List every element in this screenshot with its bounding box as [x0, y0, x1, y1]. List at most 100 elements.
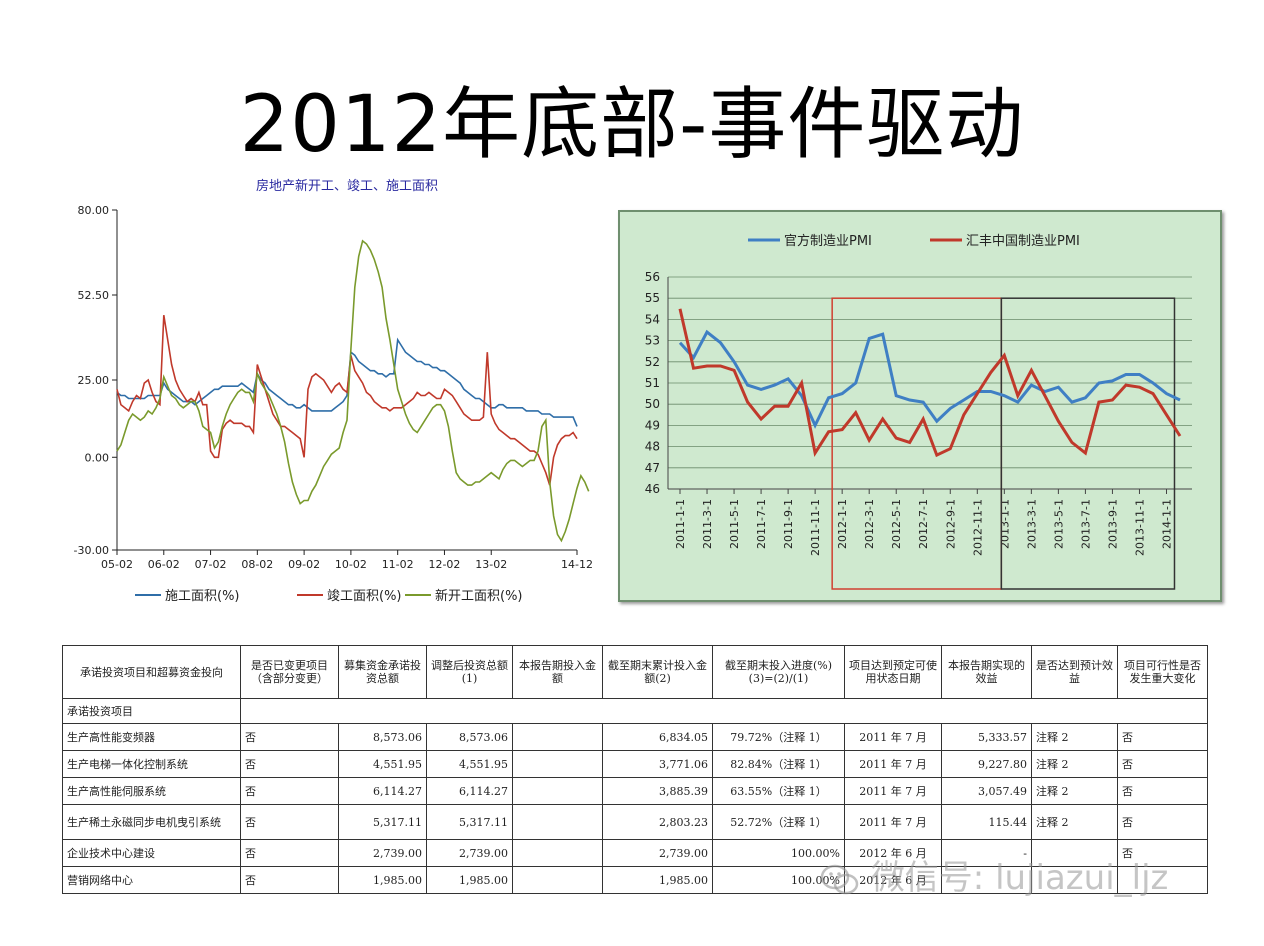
table-header-cell: 项目可行性是否发生重大变化 [1117, 645, 1208, 699]
table-row: 营销网络中心否 1,985.00 1,985.00 1,985.00 100.00% 20… [62, 866, 1208, 894]
table-header-cell: 本报告期投入金额 [512, 645, 603, 699]
table-header-cell: 调整后投资总额(1) [426, 645, 513, 699]
table-cell: 5,317.11 [338, 804, 427, 840]
chart2-series-line-1 [678, 308, 1182, 458]
chart2-x-tick-label: 2012-3-1 [863, 499, 876, 549]
table-cell: 营销网络中心 [62, 866, 241, 894]
table-cell: 3,885.39 [602, 777, 713, 805]
table-cell: 115.44 [941, 804, 1032, 840]
chart1-x-tick-label: 06-02 [148, 558, 180, 571]
table-cell: 2,739.00 [426, 839, 513, 867]
chart1-legend-label-0: 施工面积(%) [165, 589, 240, 604]
table-cell: 否 [240, 804, 339, 840]
chart2-x-tick-label: 2012-11-1 [971, 499, 984, 556]
table-cell: 2011 年 7 月 [844, 804, 942, 840]
table-header-cell: 截至期末累计投入金额(2) [602, 645, 713, 699]
table-cell: 2011 年 7 月 [844, 777, 942, 805]
pmi-chart: 46 47 48 49 50 51 52 53 54 55 56 2011-1-1 2011-3-1 20… [645, 233, 1192, 590]
real-estate-area-chart: 房地产新开工、竣工、施工面积80.0052.5025.000.00-30.000… [74, 178, 593, 604]
table-cell: 6,114.27 [338, 777, 427, 805]
chart1-x-tick-label: 11-02 [382, 558, 414, 571]
chart2-x-tick-label: 2011-11-1 [809, 499, 822, 556]
table-header-row: 承诺投资项目和超募资金投向 是否已变更项目（含部分变更） 募集资金承诺投资总额 调整后… [62, 645, 1208, 699]
table-header-cell: 项目达到预定可使用状态日期 [844, 645, 942, 699]
chart1-y-tick-label: 80.00 [78, 204, 110, 217]
table-row: 生产电梯一体化控制系统否 4,551.95 4,551.95 3,771.06 82.8… [62, 750, 1208, 778]
table-header-cell: 本报告期实现的效益 [941, 645, 1032, 699]
table-cell: 3,057.49 [941, 777, 1032, 805]
chart2-x-tick-label: 2011-5-1 [728, 499, 741, 549]
chart1-x-tick-label: 10-02 [335, 558, 367, 571]
chart2-x-tick-label: 2013-1-1 [998, 499, 1011, 549]
chart1-x-tick-label: 07-02 [195, 558, 227, 571]
table-cell: 6,834.05 [602, 723, 713, 751]
table-cell: 否 [240, 866, 339, 894]
chart2-y-tick-label: 48 [645, 440, 660, 454]
chart1-x-tick-label: 08-02 [241, 558, 273, 571]
table-cell [512, 750, 603, 778]
table-cell [512, 723, 603, 751]
table-cell [1031, 866, 1118, 894]
table-cell: 否 [1117, 777, 1208, 805]
chart1-y-tick-label: 0.00 [85, 451, 110, 464]
chart1-series-line-1 [116, 314, 578, 486]
table-cell: 否 [240, 839, 339, 867]
table-header-cell: 是否已变更项目（含部分变更） [240, 645, 339, 699]
table-cell: 否 [1117, 804, 1208, 840]
table-cell: 否 [240, 750, 339, 778]
table-row: 生产稀土永磁同步电机曳引系统否 5,317.11 5,317.11 2,803.23 5… [62, 804, 1208, 840]
table-cell: 1,985.00 [338, 866, 427, 894]
chart2-x-tick-label: 2012-5-1 [890, 499, 903, 549]
chart2-y-tick-label: 53 [645, 334, 660, 348]
table-cell: 注释 2 [1031, 777, 1118, 805]
table-header-cell: 是否达到预计效益 [1031, 645, 1118, 699]
table-cell [1117, 866, 1208, 894]
table-cell: 5,333.57 [941, 723, 1032, 751]
chart2-y-tick-label: 49 [645, 418, 660, 432]
chart1-x-tick-label: 13-02 [475, 558, 507, 571]
chart2-x-tick-label: 2011-9-1 [782, 499, 795, 549]
table-section-row: 承诺投资项目 [62, 698, 1208, 724]
table-section-filler [240, 698, 1208, 724]
table-cell: 82.84%（注释 1） [712, 750, 845, 778]
chart2-x-tick-label: 2013-11-1 [1133, 499, 1146, 556]
chart1-x-tick-label: 12-02 [428, 558, 460, 571]
chart2-y-tick-label: 56 [645, 270, 660, 284]
chart2-highlight-box-2013 [1000, 297, 1176, 590]
table-cell: 2012 年 6 月 [844, 839, 942, 867]
chart1-legend-label-2: 新开工面积(%) [435, 588, 523, 604]
table-cell: 否 [240, 723, 339, 751]
table-cell: 生产高性能变频器 [62, 723, 241, 751]
watermark-text: 微信号: lujiazui_ljz [870, 858, 1169, 898]
table-cell: 2,803.23 [602, 804, 713, 840]
table-cell [512, 804, 603, 840]
table-cell: 2,739.00 [602, 839, 713, 867]
table-cell: 生产高性能伺服系统 [62, 777, 241, 805]
chart2-x-tick-label: 2011-7-1 [755, 499, 768, 549]
chart2-x-tick-label: 2011-1-1 [674, 499, 687, 549]
table-cell: 注释 2 [1031, 804, 1118, 840]
table-cell: 8,573.06 [426, 723, 513, 751]
chart2-legend-label-0: 官方制造业PMI [784, 233, 872, 249]
table-section-label: 承诺投资项目 [62, 698, 241, 724]
wechat-icon [820, 864, 859, 894]
table-cell: 否 [1117, 750, 1208, 778]
chart1-x-tick-label: 14-12 [561, 558, 593, 571]
table-cell: 企业技术中心建设 [62, 839, 241, 867]
table-cell: 否 [240, 777, 339, 805]
table-cell: 3,771.06 [602, 750, 713, 778]
chart1-legend-label-1: 竣工面积(%) [327, 589, 402, 604]
chart1-x-tick-label: 05-02 [101, 558, 133, 571]
chart2-x-tick-label: 2013-5-1 [1052, 499, 1065, 549]
chart2-y-tick-label: 46 [645, 482, 660, 496]
chart2-y-tick-label: 50 [645, 397, 660, 411]
table-cell [512, 839, 603, 867]
chart2-x-tick-label: 2011-3-1 [701, 499, 714, 549]
chart2-y-tick-label: 55 [645, 291, 660, 305]
table-cell: 6,114.27 [426, 777, 513, 805]
chart2-x-tick-label: 2013-9-1 [1106, 499, 1119, 549]
chart2-x-tick-label: 2012-9-1 [944, 499, 957, 549]
table-cell: 52.72%（注释 1） [712, 804, 845, 840]
table-cell: 生产电梯一体化控制系统 [62, 750, 241, 778]
table-cell: 注释 2 [1031, 723, 1118, 751]
